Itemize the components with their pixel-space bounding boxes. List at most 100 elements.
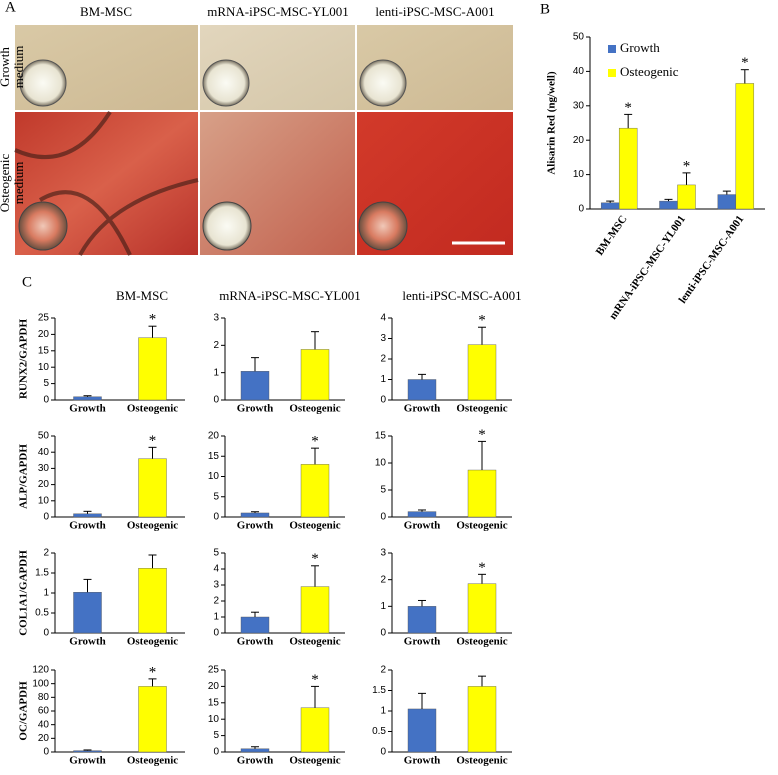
x-tick-label: Growth bbox=[404, 520, 440, 532]
bar bbox=[240, 748, 270, 753]
bar bbox=[73, 513, 102, 518]
y-tick-label: 2 bbox=[380, 354, 386, 365]
y-tick-label: 0 bbox=[43, 747, 49, 758]
y-tick-label: 40 bbox=[38, 719, 50, 730]
bar bbox=[467, 583, 497, 634]
y-tick-label: 30 bbox=[573, 100, 585, 111]
y-tick-label: 20 bbox=[38, 733, 50, 744]
x-tick-label: Growth bbox=[69, 636, 105, 648]
y-tick-label: 15 bbox=[208, 697, 220, 708]
panel-label: C bbox=[22, 274, 32, 290]
bar bbox=[240, 371, 270, 401]
bar bbox=[300, 707, 330, 753]
y-tick-label: 3 bbox=[213, 313, 219, 324]
y-tick-label: 5 bbox=[43, 378, 49, 389]
significance-mark: * bbox=[311, 551, 319, 567]
y-tick-label: 60 bbox=[38, 706, 50, 717]
y-tick-label: 100 bbox=[32, 678, 49, 689]
bar bbox=[300, 349, 330, 401]
bar bbox=[467, 686, 497, 753]
panel-label: A bbox=[5, 0, 16, 15]
y-tick-label: 0 bbox=[213, 628, 219, 639]
row-label: Growth bbox=[0, 47, 12, 87]
bar bbox=[138, 458, 167, 518]
bar bbox=[467, 344, 497, 401]
column-title: mRNA-iPSC-MSC-YL001 bbox=[219, 288, 361, 303]
y-tick-label: 0.5 bbox=[35, 608, 49, 619]
bar bbox=[407, 708, 437, 753]
y-axis-label: OC/GAPDH bbox=[18, 681, 30, 741]
bar bbox=[618, 127, 638, 210]
y-tick-label: 20 bbox=[38, 479, 50, 490]
y-tick-label: 2 bbox=[43, 548, 49, 559]
x-tick-label: Osteogenic bbox=[289, 520, 340, 532]
y-tick-label: 3 bbox=[213, 580, 219, 591]
column-title: lenti-iPSC-MSC-A001 bbox=[402, 288, 521, 303]
y-axis-label-group: Alisarin Red (ng/well) bbox=[546, 71, 558, 175]
y-tick-label: 0 bbox=[43, 512, 49, 523]
significance-mark: * bbox=[478, 560, 486, 576]
y-tick-label: 0 bbox=[43, 628, 49, 639]
bar bbox=[73, 592, 102, 634]
y-tick-label: 15 bbox=[208, 451, 220, 462]
x-tick-label: Growth bbox=[69, 520, 105, 532]
y-tick-label: 10 bbox=[38, 362, 50, 373]
dish bbox=[202, 201, 252, 251]
bar bbox=[407, 511, 437, 518]
bar bbox=[240, 512, 270, 518]
y-tick-label: 1 bbox=[43, 588, 49, 599]
y-tick-label: 10 bbox=[573, 169, 585, 180]
legend-label: Osteogenic bbox=[620, 64, 679, 79]
y-tick-label: 20 bbox=[208, 431, 220, 442]
bar bbox=[407, 606, 437, 634]
y-tick-label: 120 bbox=[32, 665, 49, 676]
x-tick-label: Growth bbox=[237, 755, 273, 767]
significance-mark: * bbox=[478, 313, 486, 329]
y-tick-label: 3 bbox=[380, 548, 386, 559]
significance-mark: * bbox=[311, 672, 319, 688]
bar bbox=[73, 396, 102, 401]
column-title: lenti-iPSC-MSC-A001 bbox=[375, 4, 494, 19]
significance-mark: * bbox=[149, 312, 157, 328]
y-tick-label: 4 bbox=[380, 313, 386, 324]
bar bbox=[138, 686, 167, 753]
y-tick-label: 10 bbox=[208, 714, 220, 725]
y-tick-label: 1 bbox=[380, 374, 386, 385]
y-tick-label: 40 bbox=[38, 447, 50, 458]
y-tick-label: 10 bbox=[38, 495, 50, 506]
x-tick-label-group: BM-MSC bbox=[594, 213, 630, 257]
panel-label: B bbox=[540, 1, 550, 17]
x-tick-label: Osteogenic bbox=[456, 636, 507, 648]
y-tick-label: 5 bbox=[213, 730, 219, 741]
column-title: BM-MSC bbox=[116, 288, 168, 303]
y-tick-label: 20 bbox=[208, 681, 220, 692]
y-tick-label: 50 bbox=[573, 32, 585, 43]
x-tick-label: lenti-iPSC-MSC-A001 bbox=[677, 213, 747, 305]
y-axis-label: ALP/GAPDH bbox=[18, 444, 30, 509]
y-tick-label: 2 bbox=[213, 340, 219, 351]
bar bbox=[600, 202, 620, 210]
y-tick-label: 0 bbox=[380, 628, 386, 639]
dish bbox=[18, 201, 68, 251]
bar bbox=[677, 184, 696, 210]
y-tick-label: 20 bbox=[38, 329, 50, 340]
significance-mark: * bbox=[311, 434, 319, 450]
y-tick-label: 0 bbox=[213, 512, 219, 523]
x-tick-label: Osteogenic bbox=[127, 520, 178, 532]
x-tick-label: Osteogenic bbox=[289, 755, 340, 767]
y-tick-label: 0 bbox=[43, 395, 49, 406]
x-tick-label-group: lenti-iPSC-MSC-A001 bbox=[677, 213, 747, 305]
bar bbox=[407, 379, 437, 401]
x-tick-label: BM-MSC bbox=[594, 213, 630, 257]
y-tick-label: 30 bbox=[38, 463, 50, 474]
x-tick-label: Osteogenic bbox=[289, 403, 340, 415]
bar bbox=[73, 750, 102, 753]
y-tick-label: 80 bbox=[38, 692, 50, 703]
bar bbox=[717, 194, 737, 210]
x-tick-label: Osteogenic bbox=[127, 636, 178, 648]
y-axis-label-group: OC/GAPDH bbox=[18, 681, 30, 741]
legend-label: Growth bbox=[620, 40, 660, 55]
dish bbox=[359, 59, 407, 107]
y-tick-label: 25 bbox=[208, 665, 220, 676]
